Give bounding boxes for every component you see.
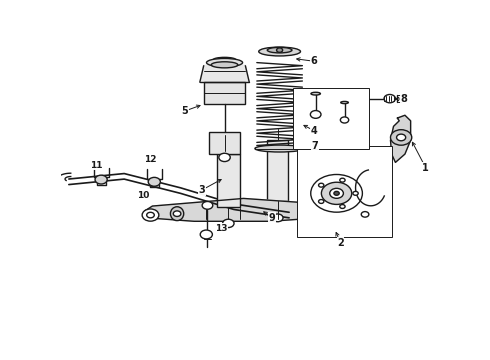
Circle shape xyxy=(202,202,213,209)
Circle shape xyxy=(396,134,406,141)
Circle shape xyxy=(341,117,349,123)
Text: 2: 2 xyxy=(337,238,344,248)
Text: 8: 8 xyxy=(400,94,407,104)
Circle shape xyxy=(325,203,341,214)
Circle shape xyxy=(313,94,326,104)
Polygon shape xyxy=(200,66,249,82)
Circle shape xyxy=(353,192,358,195)
Circle shape xyxy=(310,111,321,118)
Text: 1: 1 xyxy=(422,163,429,173)
Bar xyxy=(267,140,288,201)
Ellipse shape xyxy=(267,48,292,53)
Bar xyxy=(209,132,240,154)
Text: 10: 10 xyxy=(137,191,149,200)
Circle shape xyxy=(311,175,363,212)
Ellipse shape xyxy=(341,102,348,104)
Polygon shape xyxy=(145,198,339,221)
Circle shape xyxy=(142,209,159,221)
Text: 12: 12 xyxy=(144,154,157,163)
Circle shape xyxy=(340,204,345,208)
Bar xyxy=(293,87,369,149)
Bar xyxy=(217,154,240,207)
Text: 9: 9 xyxy=(269,213,275,223)
Circle shape xyxy=(384,94,395,103)
Circle shape xyxy=(200,230,212,239)
Text: 3: 3 xyxy=(198,185,205,195)
Text: 5: 5 xyxy=(181,106,188,116)
Circle shape xyxy=(361,212,369,217)
Circle shape xyxy=(334,104,343,110)
Circle shape xyxy=(391,130,412,145)
Circle shape xyxy=(219,153,230,162)
Circle shape xyxy=(340,178,345,182)
Text: 6: 6 xyxy=(310,56,317,66)
Text: 7: 7 xyxy=(312,141,318,151)
Text: 4: 4 xyxy=(310,126,317,135)
Ellipse shape xyxy=(211,62,238,68)
Circle shape xyxy=(330,206,336,210)
Bar xyxy=(204,82,245,104)
Circle shape xyxy=(272,214,283,222)
Circle shape xyxy=(317,96,322,101)
Ellipse shape xyxy=(311,92,320,95)
Circle shape xyxy=(276,48,283,52)
Ellipse shape xyxy=(259,47,300,56)
Ellipse shape xyxy=(206,58,243,67)
Ellipse shape xyxy=(213,57,236,62)
Circle shape xyxy=(318,199,324,203)
Bar xyxy=(297,146,392,237)
Circle shape xyxy=(95,175,107,184)
Text: 13: 13 xyxy=(215,224,228,233)
Circle shape xyxy=(318,183,324,187)
Circle shape xyxy=(173,211,181,216)
Ellipse shape xyxy=(255,145,304,152)
Ellipse shape xyxy=(171,207,184,221)
Circle shape xyxy=(148,177,160,186)
Circle shape xyxy=(321,182,352,204)
Polygon shape xyxy=(391,115,411,162)
Circle shape xyxy=(147,212,154,218)
Circle shape xyxy=(222,219,234,228)
Circle shape xyxy=(330,188,343,198)
Text: 11: 11 xyxy=(90,161,102,170)
Circle shape xyxy=(334,192,339,195)
